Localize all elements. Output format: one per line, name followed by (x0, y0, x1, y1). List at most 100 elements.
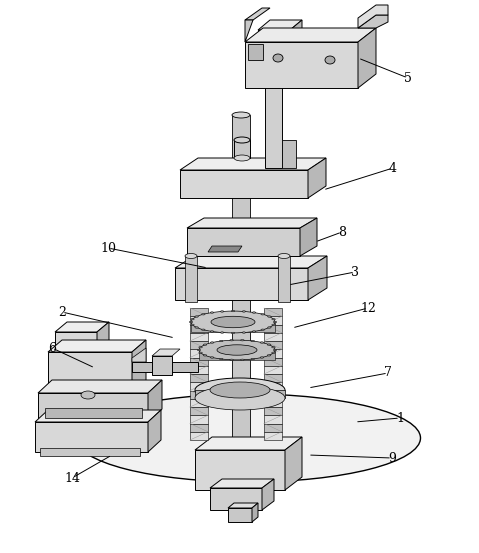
Ellipse shape (242, 332, 246, 333)
Ellipse shape (219, 358, 223, 360)
Polygon shape (175, 268, 308, 300)
Ellipse shape (261, 329, 264, 331)
Polygon shape (152, 349, 180, 356)
Polygon shape (195, 390, 285, 398)
Polygon shape (245, 42, 358, 88)
Ellipse shape (210, 382, 270, 398)
Ellipse shape (230, 340, 233, 341)
Ellipse shape (210, 331, 214, 332)
Text: 1: 1 (396, 411, 404, 425)
Polygon shape (195, 437, 302, 450)
Polygon shape (45, 408, 142, 418)
Polygon shape (40, 448, 140, 456)
Polygon shape (148, 380, 162, 422)
Polygon shape (282, 140, 296, 168)
Polygon shape (195, 450, 285, 490)
Text: 2: 2 (58, 305, 66, 319)
Ellipse shape (199, 352, 202, 353)
Ellipse shape (252, 312, 256, 314)
Polygon shape (264, 349, 282, 357)
Polygon shape (190, 382, 208, 390)
Ellipse shape (251, 358, 254, 360)
Polygon shape (190, 399, 208, 407)
Ellipse shape (202, 329, 205, 331)
Polygon shape (38, 380, 162, 393)
Polygon shape (264, 357, 282, 366)
Ellipse shape (185, 253, 197, 258)
Polygon shape (55, 332, 97, 352)
Polygon shape (199, 350, 275, 360)
Text: 8: 8 (338, 226, 346, 238)
Polygon shape (290, 20, 302, 42)
Ellipse shape (240, 359, 244, 361)
Ellipse shape (195, 316, 198, 317)
Ellipse shape (273, 54, 283, 62)
Ellipse shape (195, 327, 198, 328)
Polygon shape (210, 479, 274, 488)
Polygon shape (264, 374, 282, 382)
Ellipse shape (242, 311, 246, 312)
Ellipse shape (219, 340, 223, 342)
Polygon shape (190, 415, 208, 424)
Ellipse shape (325, 56, 335, 64)
Polygon shape (190, 424, 208, 432)
Ellipse shape (210, 357, 214, 358)
Polygon shape (190, 366, 208, 374)
Ellipse shape (261, 314, 264, 315)
Text: 3: 3 (351, 265, 359, 279)
Polygon shape (308, 158, 326, 198)
Polygon shape (190, 374, 208, 382)
Ellipse shape (231, 332, 235, 333)
Ellipse shape (273, 321, 277, 323)
Ellipse shape (191, 311, 275, 333)
Polygon shape (308, 256, 327, 300)
Text: 4: 4 (389, 161, 397, 175)
Polygon shape (190, 341, 208, 349)
Polygon shape (264, 333, 282, 341)
Polygon shape (190, 308, 208, 316)
Polygon shape (245, 20, 253, 42)
Text: 6: 6 (48, 342, 56, 354)
Polygon shape (264, 399, 282, 407)
Polygon shape (38, 393, 148, 422)
Ellipse shape (272, 352, 275, 353)
Polygon shape (152, 356, 172, 375)
Ellipse shape (268, 327, 271, 328)
Ellipse shape (231, 310, 235, 312)
Polygon shape (252, 503, 258, 522)
Polygon shape (180, 158, 326, 170)
Ellipse shape (217, 345, 257, 355)
Ellipse shape (251, 340, 254, 342)
Polygon shape (248, 44, 263, 60)
Polygon shape (35, 422, 148, 452)
Ellipse shape (195, 386, 285, 410)
Ellipse shape (252, 331, 256, 332)
Polygon shape (228, 503, 258, 508)
Polygon shape (190, 316, 208, 325)
Ellipse shape (210, 312, 214, 314)
Ellipse shape (202, 314, 205, 315)
Ellipse shape (273, 349, 277, 351)
Polygon shape (258, 30, 290, 42)
Polygon shape (132, 362, 198, 372)
Ellipse shape (267, 354, 271, 356)
Ellipse shape (278, 253, 290, 258)
Ellipse shape (220, 332, 224, 333)
Polygon shape (228, 508, 252, 522)
Polygon shape (190, 333, 208, 341)
Ellipse shape (220, 311, 224, 312)
Polygon shape (358, 28, 376, 88)
Ellipse shape (272, 319, 275, 320)
Polygon shape (208, 246, 242, 252)
Ellipse shape (272, 324, 275, 326)
Polygon shape (132, 340, 146, 393)
Polygon shape (264, 390, 282, 399)
Polygon shape (262, 479, 274, 510)
Polygon shape (264, 316, 282, 325)
Polygon shape (358, 15, 388, 28)
Ellipse shape (234, 155, 250, 161)
Polygon shape (48, 352, 132, 393)
Polygon shape (97, 322, 109, 352)
Polygon shape (264, 432, 282, 440)
Ellipse shape (195, 378, 285, 402)
